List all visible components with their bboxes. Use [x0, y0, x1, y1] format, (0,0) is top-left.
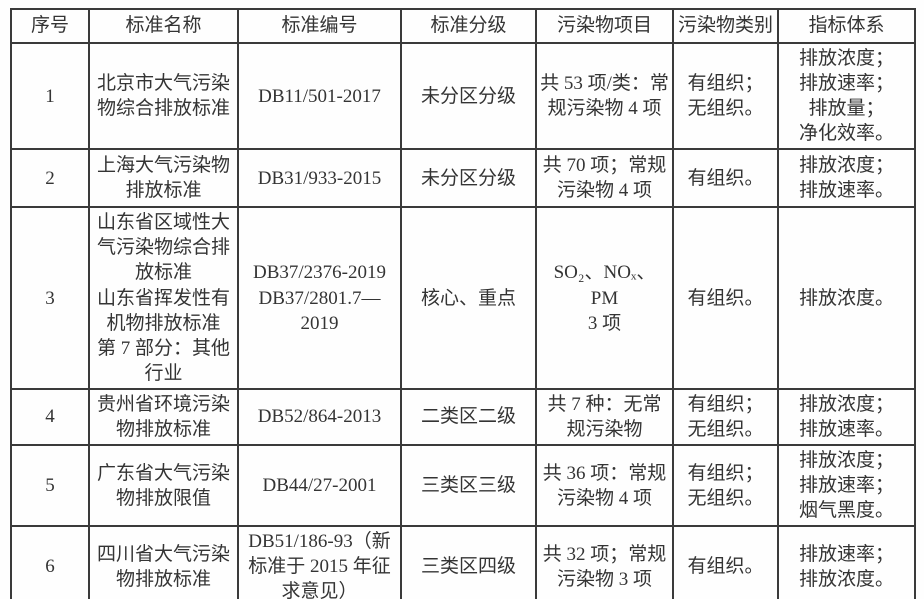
cell-standard-name: 山东省区域性大气污染物综合排放标准 山东省挥发性有机物排放标准 第 7 部分：其… — [88, 206, 239, 390]
column-header-pollutant-items: 污染物项目 — [535, 8, 674, 44]
column-header-standard-grade: 标准分级 — [400, 8, 537, 44]
cell-standard-grade: 未分区分级 — [400, 41, 537, 151]
cell-standard-name: 广东省大气污染物排放限值 — [88, 444, 239, 528]
cell-standard-code: DB44/27-2001 — [237, 444, 402, 528]
table-row: 6 四川省大气污染物排放标准 DB51/186-93（新标准于 2015 年征求… — [10, 525, 916, 599]
cell-pollutant-category: 有组织； 无组织。 — [672, 387, 779, 447]
cell-pollutant-category: 有组织。 — [672, 525, 779, 599]
cell-standard-code: DB51/186-93（新标准于 2015 年征求意见） — [237, 525, 402, 599]
cell-pollutant-items: 共 53 项/类：常规污染物 4 项 — [535, 41, 674, 151]
table-row: 5 广东省大气污染物排放限值 DB44/27-2001 三类区三级 共 36 项… — [10, 444, 916, 528]
cell-standard-name: 北京市大气污染物综合排放标准 — [88, 41, 239, 151]
cell-index: 6 — [10, 525, 90, 599]
cell-pollutant-items: 共 32 项；常规污染物 3 项 — [535, 525, 674, 599]
cell-pollutant-category: 有组织。 — [672, 148, 779, 209]
cell-index: 2 — [10, 148, 90, 209]
cell-standard-name: 四川省大气污染物排放标准 — [88, 525, 239, 599]
cell-index: 4 — [10, 387, 90, 447]
column-header-indicator-system: 指标体系 — [777, 8, 916, 44]
cell-pollutant-items: 共 36 项：常规污染物 4 项 — [535, 444, 674, 528]
cell-standard-code: DB31/933-2015 — [237, 148, 402, 209]
cell-standard-name: 上海大气污染物排放标准 — [88, 148, 239, 209]
cell-standard-grade: 三类区三级 — [400, 444, 537, 528]
cell-pollutant-items: SO₂、NOₓ、PM 3 项 — [535, 206, 674, 390]
cell-indicator-system: 排放浓度。 — [777, 206, 916, 390]
cell-index: 5 — [10, 444, 90, 528]
cell-pollutant-category: 有组织； 无组织。 — [672, 41, 779, 151]
cell-index: 1 — [10, 41, 90, 151]
cell-standard-name: 贵州省环境污染物排放标准 — [88, 387, 239, 447]
column-header-standard-name: 标准名称 — [88, 8, 239, 44]
table-row: 2 上海大气污染物排放标准 DB31/933-2015 未分区分级 共 70 项… — [10, 148, 916, 209]
cell-standard-grade: 二类区二级 — [400, 387, 537, 447]
table-header-row: 序号 标准名称 标准编号 标准分级 污染物项目 污染物类别 指标体系 — [10, 8, 916, 44]
cell-indicator-system: 排放浓度； 排放速率。 — [777, 387, 916, 447]
cell-standard-grade: 三类区四级 — [400, 525, 537, 599]
cell-indicator-system: 排放浓度； 排放速率； 烟气黑度。 — [777, 444, 916, 528]
table-row: 1 北京市大气污染物综合排放标准 DB11/501-2017 未分区分级 共 5… — [10, 41, 916, 151]
cell-pollutant-items: 共 70 项；常规污染物 4 项 — [535, 148, 674, 209]
table-row: 4 贵州省环境污染物排放标准 DB52/864-2013 二类区二级 共 7 种… — [10, 387, 916, 447]
cell-standard-grade: 未分区分级 — [400, 148, 537, 209]
standards-table: 序号 标准名称 标准编号 标准分级 污染物项目 污染物类别 指标体系 1 北京市… — [10, 8, 916, 599]
cell-index: 3 — [10, 206, 90, 390]
cell-standard-code: DB52/864-2013 — [237, 387, 402, 447]
cell-standard-code: DB37/2376-2019 DB37/2801.7—2019 — [237, 206, 402, 390]
column-header-index: 序号 — [10, 8, 90, 44]
cell-pollutant-category: 有组织。 — [672, 206, 779, 390]
cell-pollutant-category: 有组织； 无组织。 — [672, 444, 779, 528]
cell-standard-code: DB11/501-2017 — [237, 41, 402, 151]
column-header-pollutant-category: 污染物类别 — [672, 8, 779, 44]
cell-indicator-system: 排放速率； 排放浓度。 — [777, 525, 916, 599]
cell-indicator-system: 排放浓度； 排放速率。 — [777, 148, 916, 209]
column-header-standard-code: 标准编号 — [237, 8, 402, 44]
cell-pollutant-items: 共 7 种：无常规污染物 — [535, 387, 674, 447]
table-row: 3 山东省区域性大气污染物综合排放标准 山东省挥发性有机物排放标准 第 7 部分… — [10, 206, 916, 390]
cell-indicator-system: 排放浓度； 排放速率； 排放量； 净化效率。 — [777, 41, 916, 151]
cell-standard-grade: 核心、重点 — [400, 206, 537, 390]
